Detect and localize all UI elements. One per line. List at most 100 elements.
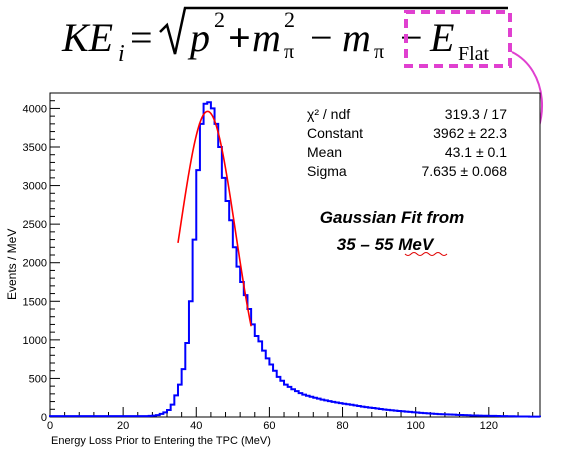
histogram-bin <box>240 282 244 417</box>
x-tick-label: 0 <box>47 420 53 432</box>
x-tick-label: 60 <box>263 420 275 432</box>
histogram-bin <box>79 416 83 417</box>
histogram-bin <box>368 408 372 417</box>
histogram-bin <box>386 410 390 417</box>
stats-box: χ² / ndf 319.3 / 17 Constant 3962 ± 22.3… <box>307 106 507 179</box>
eq-plus: + <box>228 15 251 60</box>
eq-equals: = <box>130 15 153 60</box>
histogram-bin <box>189 301 193 417</box>
stats-label-chi2: χ² / ndf <box>307 106 350 122</box>
eq-ke-subscript: i <box>118 41 125 67</box>
eq-m-superscript: 2 <box>284 7 295 32</box>
fit-annotation: Gaussian Fit from 35 – 55 MeV <box>320 208 464 256</box>
histogram-bin <box>105 416 109 417</box>
histogram-bin <box>317 399 321 417</box>
histogram-bin <box>478 416 482 417</box>
histogram-bin <box>149 416 153 417</box>
stats-label-sigma: Sigma <box>307 163 347 179</box>
histogram-bin <box>350 405 354 417</box>
histogram-bin <box>255 336 259 417</box>
histogram-bin <box>401 411 405 417</box>
y-tick-label: 4000 <box>23 103 47 115</box>
histogram-bin <box>65 416 69 417</box>
gaussian-fit-curve <box>177 110 252 327</box>
eq-ke: KE <box>61 15 113 60</box>
histogram-bin <box>445 414 449 417</box>
histogram-bin <box>500 416 504 417</box>
histogram-bin <box>302 395 306 417</box>
histogram-bin <box>379 409 383 417</box>
histogram-bin <box>460 415 464 417</box>
histogram-bin <box>423 413 427 417</box>
histogram-bin <box>54 416 58 417</box>
histogram-bin <box>116 416 120 417</box>
histogram-bin <box>145 416 149 417</box>
histogram-bin <box>361 407 365 417</box>
histogram-bin <box>321 400 325 417</box>
histogram-bin <box>481 416 485 417</box>
histogram-bin <box>269 365 273 417</box>
histogram-bin <box>438 414 442 417</box>
histogram-bin <box>511 416 515 417</box>
eq-m2: m <box>342 15 371 60</box>
histogram-bin <box>408 412 412 417</box>
histogram-bin <box>463 415 467 417</box>
histogram-bin <box>375 409 379 417</box>
y-tick-label: 1000 <box>23 335 47 347</box>
x-tick-label: 80 <box>336 420 348 432</box>
histogram-bin <box>94 416 98 417</box>
equation: KE i = p 2 + m 2 π − m π − E Flat <box>61 6 543 157</box>
histogram-bin <box>156 415 160 417</box>
histogram-bin <box>258 341 262 417</box>
histogram-bin <box>130 416 134 417</box>
stats-label-mean: Mean <box>307 144 342 160</box>
x-tick-label: 120 <box>480 420 498 432</box>
histogram-bin <box>76 416 80 417</box>
histogram-bin <box>313 398 317 417</box>
histogram-bin <box>167 410 171 417</box>
histogram-bin <box>112 416 116 417</box>
histogram-bin <box>222 178 226 417</box>
histogram-bin <box>204 104 208 417</box>
histogram-bin <box>226 201 230 417</box>
histogram-bin <box>364 407 368 417</box>
histogram-bin <box>306 396 310 417</box>
histogram-bin <box>372 408 376 417</box>
histogram-bin <box>244 295 248 417</box>
stats-value-sigma: 7.635 ± 0.068 <box>421 163 507 179</box>
histogram-bin <box>266 358 270 417</box>
y-tick-label: 0 <box>41 412 47 424</box>
eq-p-superscript: 2 <box>214 7 225 32</box>
histogram-bin <box>390 410 394 417</box>
histogram-bin <box>273 371 277 417</box>
histogram-bin <box>98 416 102 417</box>
sqrt-sign <box>159 6 508 55</box>
histogram-bin <box>152 416 156 417</box>
histogram-bin <box>72 416 76 417</box>
histogram-bin <box>346 404 350 417</box>
histogram-bin <box>394 411 398 417</box>
histogram-bin <box>262 351 266 417</box>
histogram-layer <box>49 101 541 418</box>
histogram-bin <box>357 406 361 417</box>
histogram-bin <box>485 416 489 417</box>
eq-m-subscript: π <box>284 41 294 63</box>
histogram-bin <box>182 369 186 417</box>
histogram-bin <box>284 385 288 417</box>
histogram-bin <box>441 414 445 417</box>
x-tick-label: 20 <box>117 420 129 432</box>
histogram-bin <box>87 416 91 417</box>
histogram-bin <box>141 416 145 417</box>
plot-frame <box>49 92 541 418</box>
eq-e-subscript: Flat <box>458 43 490 65</box>
y-tick-label: 3000 <box>23 181 47 193</box>
histogram-bin <box>397 411 401 417</box>
histogram-bin <box>251 324 255 417</box>
x-tick-label: 100 <box>406 420 424 432</box>
spellcheck-underline <box>404 252 448 256</box>
y-tick-label: 3500 <box>23 142 47 154</box>
histogram-bin <box>434 414 438 417</box>
histogram-bin <box>335 402 339 417</box>
histogram-bin <box>339 403 343 417</box>
